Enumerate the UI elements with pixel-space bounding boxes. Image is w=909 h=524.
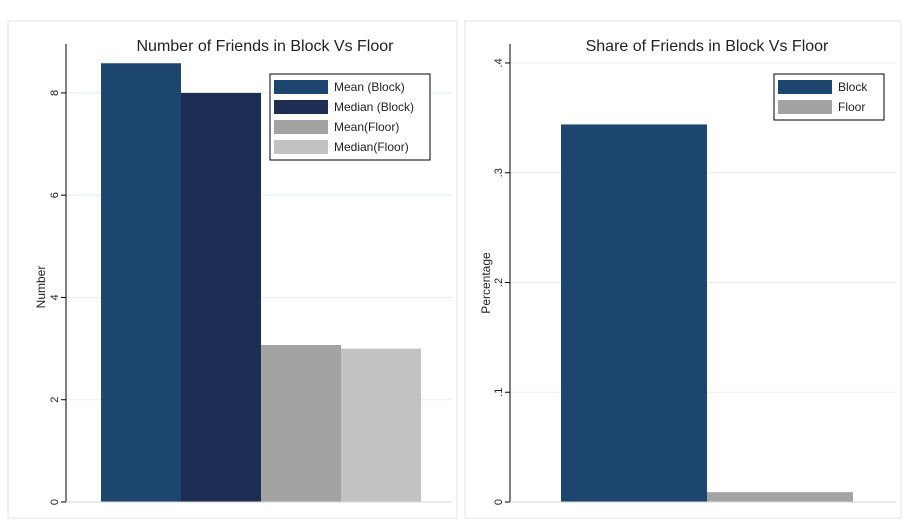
y-tick-label: .4 (493, 58, 505, 67)
legend-swatch (274, 120, 328, 134)
legend-label: Mean (Block) (334, 80, 405, 94)
legend-swatch (778, 100, 832, 114)
y-tick-label: .1 (493, 388, 505, 397)
chart-left: Number of Friends in Block Vs Floor Numb… (7, 20, 458, 519)
legend-swatch (274, 80, 328, 94)
y-tick-label: 4 (49, 294, 61, 300)
legend-swatch (274, 140, 328, 154)
chart-right: Share of Friends in Block Vs Floor Perce… (464, 20, 902, 519)
legend-label: Median(Floor) (334, 140, 409, 154)
chart-left-bars (66, 63, 452, 503)
y-tick-label: .3 (493, 168, 505, 177)
legend-label: Mean(Floor) (334, 120, 399, 134)
y-tick-label: 2 (49, 397, 61, 403)
legend-label: Block (838, 80, 868, 94)
bar (261, 345, 341, 502)
legend-label: Median (Block) (334, 100, 414, 114)
y-tick-label: 6 (49, 192, 61, 198)
chart-right-bars (510, 124, 896, 503)
legend-swatch (274, 100, 328, 114)
chart-left-frame (7, 20, 458, 519)
y-tick-label: 0 (49, 499, 61, 505)
chart-right-ylabel: Percentage (479, 252, 493, 314)
legend-label: Floor (838, 100, 865, 114)
y-tick-label: 8 (49, 90, 61, 96)
chart-left-y-axis: 0 2 4 6 8 (49, 44, 67, 505)
bar (561, 124, 707, 502)
chart-right-frame (464, 20, 902, 519)
bar (341, 348, 421, 502)
chart-left-title: Number of Friends in Block Vs Floor (137, 38, 395, 55)
bar (707, 492, 853, 502)
chart-right-y-axis: 0 .1 .2 .3 .4 (493, 44, 511, 505)
y-tick-label: 0 (493, 499, 505, 505)
bar (181, 92, 261, 502)
chart-left-ylabel: Number (34, 266, 48, 309)
bar (101, 63, 181, 502)
y-tick-label: .2 (493, 278, 505, 287)
chart-right-title: Share of Friends in Block Vs Floor (586, 38, 829, 55)
chart-left-legend: Mean (Block) Median (Block) Mean(Floor) Med… (269, 73, 431, 161)
chart-right-legend: Block Floor (773, 73, 885, 121)
legend-swatch (778, 80, 832, 94)
